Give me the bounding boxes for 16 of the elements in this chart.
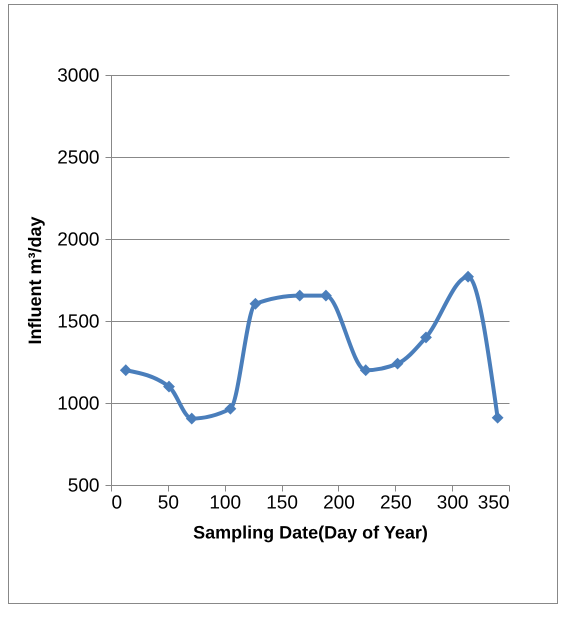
x-axis-title: Sampling Date(Day of Year) (193, 522, 428, 542)
x-tick-label: 250 (380, 492, 412, 514)
y-tick-label: 500 (68, 476, 100, 496)
y-tick-label: 1000 (57, 394, 100, 414)
x-tick-label: 50 (158, 492, 179, 514)
x-tick-label: 100 (209, 492, 242, 514)
y-tick-label: 2500 (57, 148, 100, 168)
y-tick-label: 3000 (57, 66, 100, 86)
x-tick-label: 300 (436, 492, 468, 514)
y-tick-label: 1500 (57, 312, 100, 332)
y-tick-label: 2000 (57, 230, 100, 250)
x-tick-label: 150 (266, 492, 298, 514)
x-tick-label: 350 (478, 492, 510, 514)
x-tick-label: 0 (112, 492, 122, 514)
x-tick-label: 200 (323, 492, 355, 514)
y-axis-title: Influent m³/day (25, 216, 46, 345)
